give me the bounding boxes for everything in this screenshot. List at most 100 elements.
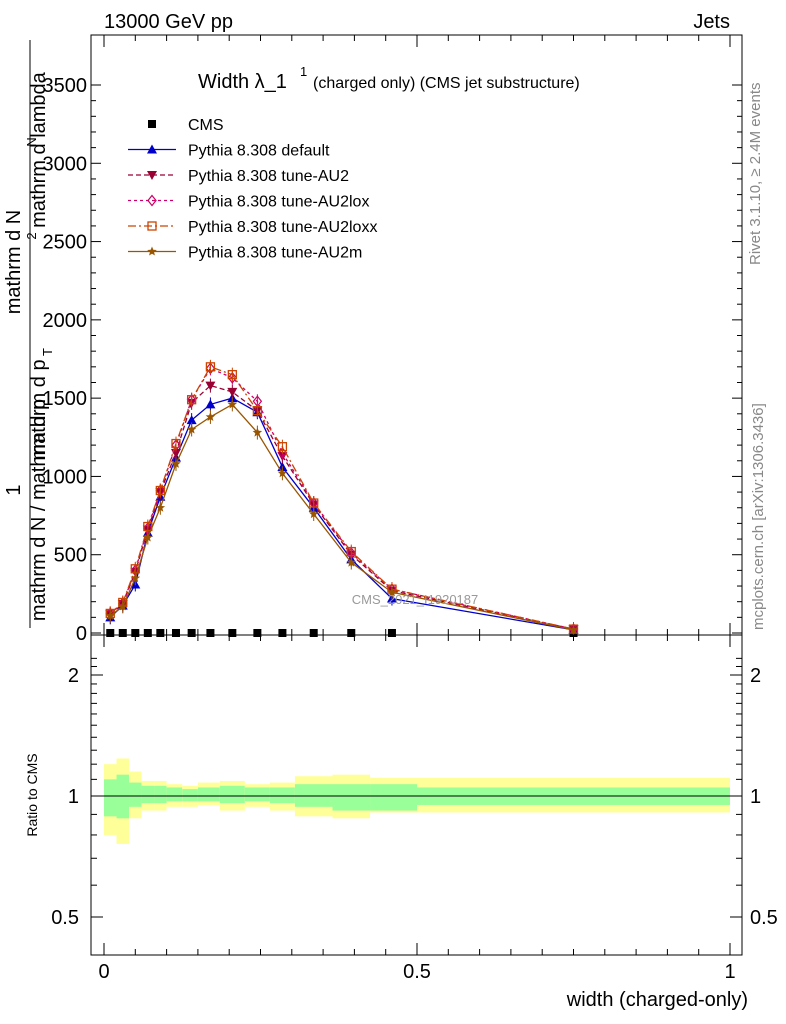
- y-tick-label: 1500: [43, 388, 88, 410]
- legend-label: Pythia 8.308 tune-AU2loxx: [188, 219, 377, 236]
- data-point: [227, 370, 237, 380]
- series-pythia-8-308-default: [105, 391, 579, 637]
- x-tick-label: 0: [98, 961, 109, 983]
- legend-label: Pythia 8.308 tune-AU2lox: [188, 194, 369, 211]
- series-pythia-8-308-tune-au2: [105, 378, 579, 637]
- data-point: [568, 624, 579, 634]
- chart-subtitle: (charged only) (CMS jet substructure): [313, 75, 580, 92]
- stat-band: [370, 784, 417, 811]
- ratio-bands: [104, 758, 730, 844]
- data-point: [253, 629, 262, 637]
- data-point: [277, 468, 288, 478]
- data-point: [205, 399, 216, 409]
- ratio-y-tick-label: 0.5: [51, 907, 79, 929]
- data-point: [186, 424, 197, 434]
- data-point: [228, 629, 237, 637]
- data-point: [147, 246, 157, 256]
- data-point: [309, 509, 319, 519]
- y-label-one: 1: [3, 484, 25, 495]
- y-tick-label: 3000: [43, 153, 88, 175]
- chart-title-superscript: 1: [300, 64, 307, 79]
- data-point: [118, 601, 128, 611]
- data-point: [171, 438, 181, 449]
- data-point: [387, 587, 397, 597]
- main-panel: 0 500 1000 1500 2000 2500 3000 3500 CMS_2021_I1…: [3, 34, 743, 645]
- legend-entry: Pythia 8.308 tune-AU2m: [128, 245, 362, 262]
- stat-band: [141, 785, 155, 804]
- stat-band: [269, 787, 295, 804]
- data-point: [147, 194, 157, 207]
- stat-band: [166, 787, 183, 802]
- data-point: [346, 557, 356, 567]
- data-point: [187, 629, 196, 637]
- series-line: [109, 384, 574, 630]
- data-point: [171, 629, 180, 637]
- stat-band: [129, 782, 142, 807]
- y-label-sub-t: T: [40, 348, 55, 356]
- legend-entry: Pythia 8.308 default: [128, 143, 330, 160]
- rivet-label: Rivet 3.1.10, ≥ 2.4M events: [747, 83, 764, 266]
- stat-band: [182, 789, 198, 802]
- data-point: [205, 362, 216, 372]
- y-tick-label: 2000: [43, 310, 88, 332]
- y-label-top: mathrm d N: [3, 210, 25, 314]
- data-point: [387, 629, 396, 637]
- ratio-ylabel: Ratio to CMS: [24, 753, 40, 836]
- data-point: [278, 629, 287, 637]
- series-pythia-8-308-tune-au2m: [105, 397, 579, 637]
- ratio-panel: 0.5 0.5 1 1 2 2 0 0.5 1 Ratio to CMS width (char…: [24, 634, 778, 1011]
- stat-band: [294, 784, 333, 807]
- x-tick-label: 0.5: [403, 961, 431, 983]
- ratio-axis-ticks: 0.5 0.5 1 1 2 2 0 0.5 1: [51, 635, 778, 983]
- chart-title: Width λ_1: [198, 71, 287, 93]
- stat-band: [219, 785, 245, 804]
- data-point: [252, 427, 263, 437]
- mcplots-label: mcplots.cern.ch [arXiv:1306.3436]: [750, 403, 767, 630]
- y-tick-label: 500: [54, 545, 87, 567]
- data-point: [147, 221, 157, 231]
- series-cms: [106, 629, 578, 637]
- ratio-y-tick-label-right: 1: [750, 786, 761, 808]
- legend-entry: CMS: [148, 117, 224, 134]
- ratio-y-tick-label: 2: [68, 665, 79, 687]
- y-label-sup-n: N: [24, 137, 39, 146]
- ratio-y-tick-label: 1: [68, 786, 79, 808]
- data-point: [227, 387, 238, 397]
- data-point: [205, 381, 216, 391]
- data-point: [227, 399, 238, 409]
- header-right: Jets: [693, 11, 730, 33]
- y-tick-label: 2500: [43, 232, 88, 254]
- stat-band: [104, 779, 117, 817]
- data-point: [156, 629, 165, 637]
- data-point: [205, 411, 216, 421]
- data-point: [227, 371, 238, 384]
- data-point: [105, 610, 115, 620]
- data-point: [155, 485, 165, 496]
- legend-entry: Pythia 8.308 tune-AU2loxx: [128, 219, 377, 236]
- series-pythia-8-308-tune-au2lox: [105, 361, 579, 637]
- header-left: 13000 GeV pp: [104, 11, 233, 33]
- x-tick-label: 1: [724, 961, 735, 983]
- data-point: [347, 629, 356, 637]
- series-line: [109, 366, 574, 630]
- y-tick-label: 0: [76, 623, 87, 645]
- x-axis-label: width (charged-only): [566, 989, 748, 1011]
- data-point: [131, 629, 140, 637]
- series-pythia-8-308-tune-au2loxx: [105, 359, 579, 637]
- stat-band: [154, 785, 167, 804]
- main-axis-ticks: 0 500 1000 1500 2000 2500 3000 3500: [43, 35, 742, 645]
- data-point: [147, 171, 157, 180]
- main-series: [105, 359, 579, 637]
- data-point: [147, 144, 157, 154]
- data-point: [106, 629, 115, 637]
- legend: CMS Pythia 8.308 default Pythia 8.308 tune…: [128, 117, 377, 262]
- legend-entry: Pythia 8.308 tune-AU2: [128, 168, 349, 185]
- ratio-y-tick-label-right: 0.5: [750, 907, 778, 929]
- y-tick-label: 3500: [43, 75, 88, 97]
- data-point: [277, 442, 288, 452]
- y-label-dp: mathrm d p: [28, 359, 50, 460]
- data-point: [143, 532, 153, 542]
- series-line: [109, 367, 574, 630]
- data-point: [171, 458, 181, 468]
